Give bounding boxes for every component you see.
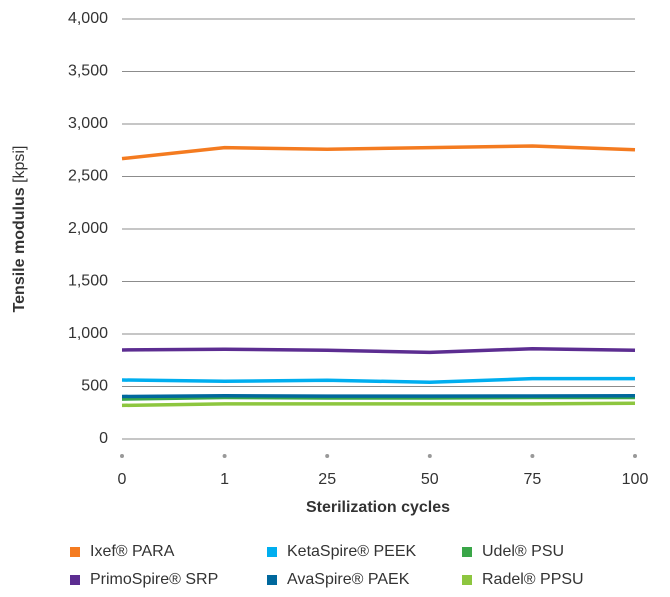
x-tick-dot <box>222 454 227 458</box>
legend-swatch <box>462 547 472 557</box>
x-tick-dot <box>633 454 637 458</box>
series-line <box>121 376 635 385</box>
legend-label: Ixef® PARA <box>90 543 175 560</box>
x-tick-label: 1 <box>220 471 229 488</box>
x-tick-label: 0 <box>118 471 127 488</box>
y-unit: [kpsi] <box>11 146 28 183</box>
x-tick-dot <box>325 454 330 458</box>
legend-swatch <box>267 547 277 557</box>
x-tick-dot <box>530 454 535 458</box>
series-line <box>121 393 636 399</box>
y-axis-title: Tensile modulus [kpsi] <box>11 146 28 313</box>
y-tick-label: 500 <box>81 378 108 395</box>
y-tick-label: 1,000 <box>68 325 108 342</box>
legend-swatch <box>462 575 472 585</box>
legend-swatch <box>70 547 80 557</box>
y-tick-label: 4,000 <box>68 10 108 27</box>
series-line <box>121 401 636 408</box>
x-tick-label: 100 <box>622 471 649 488</box>
y-tick-label: 3,000 <box>68 115 108 132</box>
x-tick-dot <box>120 454 124 458</box>
y-label: Tensile modulus <box>11 187 28 312</box>
x-tick-dot <box>427 454 432 458</box>
legend-label: AvaSpire® PAEK <box>287 571 410 588</box>
y-tick-label: 0 <box>99 430 108 447</box>
y-tick-label: 1,500 <box>68 273 108 290</box>
legend-swatch <box>267 575 277 585</box>
legend-swatch <box>70 575 80 585</box>
legend-label: KetaSpire® PEEK <box>287 543 417 560</box>
x-tick-label: 75 <box>524 471 542 488</box>
y-tick-label: 2,500 <box>68 168 108 185</box>
x-axis-title: Sterilization cycles <box>306 499 450 516</box>
series-line <box>121 346 636 355</box>
y-tick-label: 3,500 <box>68 63 108 80</box>
series-line <box>121 144 636 161</box>
legend-label: PrimoSpire® SRP <box>90 571 218 588</box>
legend-label: Udel® PSU <box>482 543 564 560</box>
y-tick-label: 2,000 <box>68 220 108 237</box>
legend-label: Radel® PPSU <box>482 571 584 588</box>
x-tick-label: 25 <box>318 471 336 488</box>
x-tick-label: 50 <box>421 471 439 488</box>
